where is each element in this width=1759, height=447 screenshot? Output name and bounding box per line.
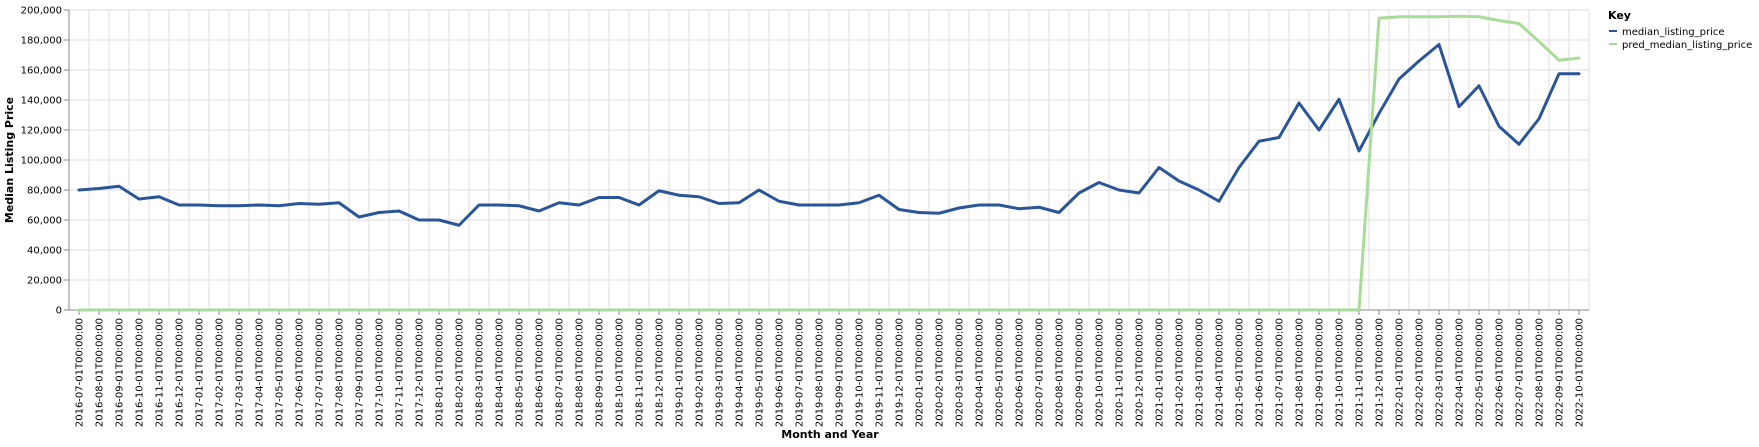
x-tick-label: 2017-03-01T00:00:00 (235, 318, 246, 427)
x-tick-label: 2022-05-01T00:00:00 (1475, 318, 1486, 427)
x-tick-label: 2021-07-01T00:00:00 (1275, 318, 1286, 427)
x-tick-label: 2021-04-01T00:00:00 (1215, 318, 1226, 427)
x-tick-label: 2022-02-01T00:00:00 (1415, 318, 1426, 427)
x-tick-label: 2016-10-01T00:00:00 (135, 318, 146, 427)
x-tick-label: 2021-08-01T00:00:00 (1295, 318, 1306, 427)
x-tick-label: 2018-03-01T00:00:00 (475, 318, 486, 427)
x-tick-label: 2018-09-01T00:00:00 (595, 318, 606, 427)
x-tick-label: 2021-12-01T00:00:00 (1375, 318, 1386, 427)
x-tick-label: 2020-11-01T00:00:00 (1115, 318, 1126, 427)
legend-label: median_listing_price (1622, 27, 1725, 38)
x-tick-label: 2018-06-01T00:00:00 (535, 318, 546, 427)
x-tick-label: 2022-07-01T00:00:00 (1515, 318, 1526, 427)
x-tick-label: 2016-07-01T00:00:00 (75, 318, 86, 427)
x-tick-label: 2020-08-01T00:00:00 (1055, 318, 1066, 427)
x-tick-label: 2022-03-01T00:00:00 (1435, 318, 1446, 427)
x-tick-label: 2021-02-01T00:00:00 (1175, 318, 1186, 427)
x-tick-label: 2016-08-01T00:00:00 (95, 318, 106, 427)
legend: Key median_listing_price pred_median_list… (1608, 9, 1752, 51)
x-tick-label: 2019-11-01T00:00:00 (875, 318, 886, 427)
x-tick-label: 2021-11-01T00:00:00 (1355, 318, 1366, 427)
x-tick-label: 2017-05-01T00:00:00 (275, 318, 286, 427)
x-tick-label: 2018-05-01T00:00:00 (515, 318, 526, 427)
x-tick-label: 2022-08-01T00:00:00 (1535, 318, 1546, 427)
x-tick-label: 2022-10-01T00:00:00 (1575, 318, 1586, 427)
x-tick-label: 2017-06-01T00:00:00 (295, 318, 306, 427)
x-tick-label: 2020-07-01T00:00:00 (1035, 318, 1046, 427)
x-tick-label: 2020-06-01T00:00:00 (1015, 318, 1026, 427)
x-tick-label: 2021-09-01T00:00:00 (1315, 318, 1326, 427)
x-tick-label: 2020-12-01T00:00:00 (1135, 318, 1146, 427)
x-tick-label: 2021-01-01T00:00:00 (1155, 318, 1166, 427)
x-tick-label: 2017-09-01T00:00:00 (355, 318, 366, 427)
x-tick-label: 2020-09-01T00:00:00 (1075, 318, 1086, 427)
y-tick-label: 180,000 (21, 36, 62, 47)
x-tick-label: 2017-11-01T00:00:00 (395, 318, 406, 427)
x-tick-label: 2018-02-01T00:00:00 (455, 318, 466, 427)
y-tick-label: 200,000 (21, 6, 62, 17)
x-tick-label: 2017-10-01T00:00:00 (375, 318, 386, 427)
series-line-median_listing_price (77, 43, 1581, 227)
x-tick-label: 2018-04-01T00:00:00 (495, 318, 506, 427)
x-tick-label: 2019-03-01T00:00:00 (715, 318, 726, 427)
x-tick-label: 2017-07-01T00:00:00 (315, 318, 326, 427)
x-tick-label: 2021-06-01T00:00:00 (1255, 318, 1266, 427)
x-tick-label: 2020-04-01T00:00:00 (975, 318, 986, 427)
x-tick-label: 2017-12-01T00:00:00 (415, 318, 426, 427)
y-tick-label: 140,000 (21, 96, 62, 107)
x-axis-title: Month and Year (781, 428, 879, 441)
legend-title: Key (1608, 9, 1631, 22)
x-tick-label: 2018-07-01T00:00:00 (555, 318, 566, 427)
x-tick-label: 2019-01-01T00:00:00 (675, 318, 686, 427)
x-tick-label: 2022-04-01T00:00:00 (1455, 318, 1466, 427)
y-tick-label: 100,000 (21, 156, 62, 167)
x-tick-label: 2020-03-01T00:00:00 (955, 318, 966, 427)
x-tick-label: 2019-07-01T00:00:00 (795, 318, 806, 427)
series-lines (77, 14, 1581, 312)
x-tick-label: 2022-09-01T00:00:00 (1555, 318, 1566, 427)
y-axis-title: Median Listing Price (3, 97, 16, 223)
x-tick-label: 2019-10-01T00:00:00 (855, 318, 866, 427)
x-tick-label: 2021-05-01T00:00:00 (1235, 318, 1246, 427)
y-tick-label: 80,000 (27, 186, 62, 197)
x-tick-label: 2019-06-01T00:00:00 (775, 318, 786, 427)
x-tick-label: 2018-10-01T00:00:00 (615, 318, 626, 427)
y-tick-label: 20,000 (27, 276, 62, 287)
x-tick-label: 2022-01-01T00:00:00 (1395, 318, 1406, 427)
legend-label: pred_median_listing_price (1622, 40, 1752, 51)
y-tick-label: 60,000 (27, 216, 62, 227)
x-tick-label: 2017-01-01T00:00:00 (195, 318, 206, 427)
x-tick-label: 2020-10-01T00:00:00 (1095, 318, 1106, 427)
y-tick-label: 0 (56, 306, 62, 317)
x-tick-label: 2019-02-01T00:00:00 (695, 318, 706, 427)
y-tick-label: 40,000 (27, 246, 62, 257)
x-tick-label: 2018-08-01T00:00:00 (575, 318, 586, 427)
x-tick-label: 2016-11-01T00:00:00 (155, 318, 166, 427)
x-tick-label: 2019-09-01T00:00:00 (835, 318, 846, 427)
axes: 0 20,000 40,000 60,000 80,000 100,000 120,000 1… (21, 6, 1589, 427)
x-tick-label: 2019-04-01T00:00:00 (735, 318, 746, 427)
x-tick-label: 2020-02-01T00:00:00 (935, 318, 946, 427)
y-tick-label: 160,000 (21, 66, 62, 77)
x-tick-label: 2021-10-01T00:00:00 (1335, 318, 1346, 427)
x-tick-label: 2016-09-01T00:00:00 (115, 318, 126, 427)
x-tick-label: 2018-12-01T00:00:00 (655, 318, 666, 427)
x-tick-label: 2022-06-01T00:00:00 (1495, 318, 1506, 427)
x-tick-label: 2017-08-01T00:00:00 (335, 318, 346, 427)
x-tick-label: 2017-04-01T00:00:00 (255, 318, 266, 427)
x-tick-label: 2021-03-01T00:00:00 (1195, 318, 1206, 427)
series-line-pred_median_listing_price (77, 14, 1581, 312)
x-tick-label: 2019-05-01T00:00:00 (755, 318, 766, 427)
x-tick-label: 2016-12-01T00:00:00 (175, 318, 186, 427)
x-tick-label: 2017-02-01T00:00:00 (215, 318, 226, 427)
x-tick-label: 2018-01-01T00:00:00 (435, 318, 446, 427)
x-tick-label: 2018-11-01T00:00:00 (635, 318, 646, 427)
x-tick-label: 2019-08-01T00:00:00 (815, 318, 826, 427)
y-tick-label: 120,000 (21, 126, 62, 137)
x-tick-label: 2020-05-01T00:00:00 (995, 318, 1006, 427)
x-tick-label: 2019-12-01T00:00:00 (895, 318, 906, 427)
x-tick-label: 2020-01-01T00:00:00 (915, 318, 926, 427)
